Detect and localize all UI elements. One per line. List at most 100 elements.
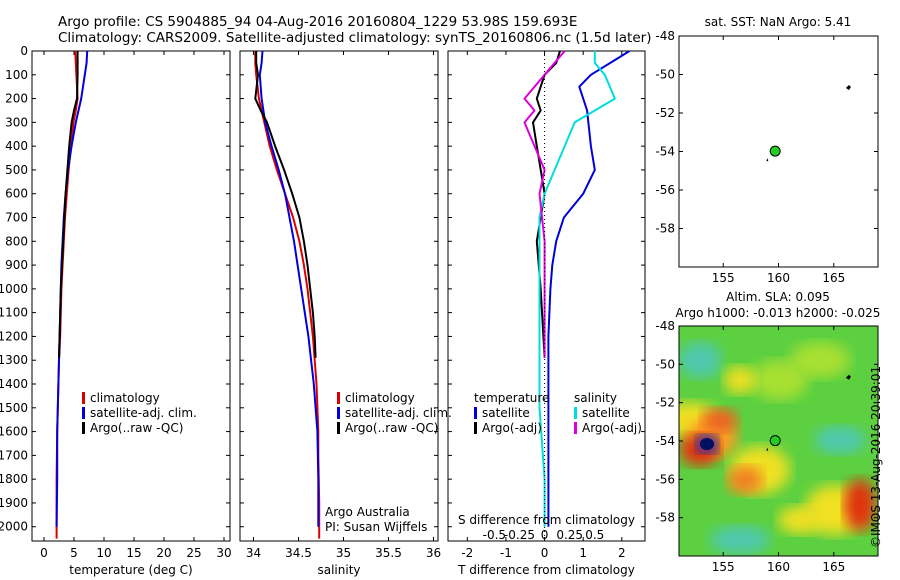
sdiff-legend-swatch	[574, 422, 577, 434]
depth-tick-label: 800	[5, 234, 28, 248]
salinity-xtick-label: 35.5	[375, 546, 402, 560]
tdiff-legend-label: satellite	[482, 406, 530, 420]
sla-blob	[724, 366, 756, 394]
salinity-legend-swatch	[337, 422, 340, 434]
salinity-series-line	[258, 51, 320, 527]
salinity-xtick-label: 34.5	[285, 546, 312, 560]
map_sst-ytick-label: -58	[655, 222, 675, 236]
salinity-frame	[239, 50, 439, 542]
difference-frame	[447, 50, 646, 542]
sla-blob	[710, 526, 770, 554]
map_sst-ytick-label: -50	[655, 68, 675, 82]
map_sla-xtick-label: 155	[712, 560, 735, 574]
temperature-xtick-label: 15	[126, 546, 141, 560]
sla-heatmap	[679, 326, 878, 556]
difference-xtick-label: 0	[541, 546, 549, 560]
depth-tick-label: 2000	[0, 520, 28, 534]
map_sst-xtick-label: 155	[712, 271, 735, 285]
map_sla-xtick-label: 160	[767, 560, 790, 574]
depth-tick-label: 1100	[0, 306, 28, 320]
depth-tick-label: 1300	[0, 353, 28, 367]
temperature-frame	[31, 50, 231, 542]
island-shape	[845, 374, 851, 380]
island-shape	[766, 447, 769, 451]
map_sst-ytick-label: -52	[655, 106, 675, 120]
depth-tick-label: 1700	[0, 448, 28, 462]
temperature-legend-label: satellite-adj. clim.	[90, 406, 197, 420]
temperature-xlabel: temperature (deg C)	[69, 563, 192, 577]
sla-blob	[679, 342, 722, 378]
salinity-xtick-label: 34	[246, 546, 261, 560]
tdiff-legend-swatch	[474, 407, 477, 419]
map_sst-xtick-label: 160	[767, 271, 790, 285]
depth-tick-label: 500	[5, 163, 28, 177]
depth-tick-label: 1000	[0, 282, 28, 296]
depth-tick-label: 700	[5, 211, 28, 225]
map_sst-ytick-label: -48	[655, 29, 675, 43]
tdiff-legend-label: temperature	[474, 391, 549, 405]
temperature-legend-swatch	[82, 422, 85, 434]
sdiff-tick-label: 0.25	[556, 528, 583, 542]
map_sst-ytick-label: -56	[655, 183, 675, 197]
depth-tick-label: 1400	[0, 377, 28, 391]
pi-name-label: PI: Susan Wijffels	[325, 520, 427, 534]
sla-blob	[778, 506, 822, 534]
sdiff-legend-swatch	[574, 407, 577, 419]
difference-xtick-label: 2	[618, 546, 626, 560]
difference-xtick-label: -2	[461, 546, 473, 560]
depth-tick-label: 400	[5, 139, 28, 153]
difference-series-group	[523, 51, 631, 527]
temperature-xtick-label: 20	[156, 546, 171, 560]
difference-xlabel: T difference from climatology	[457, 563, 635, 577]
argo-float-marker	[769, 145, 781, 157]
sdiff-tick-label: -0.25	[504, 528, 535, 542]
sla-blob	[702, 408, 738, 432]
temperature-xtick-label: 0	[40, 546, 48, 560]
depth-tick-label: 1600	[0, 425, 28, 439]
sdiff-legend-label: Argo(-adj)	[582, 421, 642, 435]
sla-map-subtitle: Argo h1000: -0.013 h2000: -0.025	[676, 306, 881, 320]
difference-series-line	[532, 51, 561, 358]
sdiff-tick-label: -0.5	[483, 528, 506, 542]
temperature-series-line	[58, 51, 79, 358]
depth-tick-label: 1500	[0, 401, 28, 415]
salinity-series-group	[254, 51, 321, 539]
map_sla-ytick-label: -52	[655, 396, 675, 410]
salinity-series-line	[254, 51, 321, 539]
map_sst-ytick-label: -54	[655, 145, 675, 159]
sla-blob	[814, 426, 866, 454]
island-shape	[766, 158, 769, 162]
argo-australia-label: Argo Australia	[325, 505, 410, 519]
temperature-xtick-label: 10	[96, 546, 111, 560]
temperature-legend-swatch	[82, 407, 85, 419]
map_sla-ytick-label: -48	[655, 319, 675, 333]
sla-blob	[790, 342, 850, 378]
temperature-series-group	[55, 51, 89, 539]
climatology-title: Climatology: CARS2009. Satellite-adjuste…	[58, 30, 652, 46]
temperature-legend-label: climatology	[90, 391, 160, 405]
salinity-legend-label: climatology	[345, 391, 415, 405]
salinity-legend-label: Argo(..raw -QC)	[345, 421, 438, 435]
tdiff-legend-label: Argo(-adj)	[482, 421, 542, 435]
salinity-series-line	[254, 51, 317, 358]
imos-credit: ©IMOS 13-Aug-2016 20:39:01	[869, 365, 883, 548]
sdiff-tick-label: 0.5	[585, 528, 604, 542]
depth-tick-label: 0	[20, 44, 28, 58]
map_sla-ytick-label: -58	[655, 511, 675, 525]
map_sst-xtick-label: 165	[822, 271, 845, 285]
temperature-xtick-label: 30	[216, 546, 231, 560]
sdiff-legend-label: salinity	[574, 391, 617, 405]
island-shape	[845, 84, 851, 90]
depth-tick-label: 1800	[0, 472, 28, 486]
sla-low-core	[700, 438, 714, 450]
sdiff-axis-label: S difference from climatology	[458, 513, 635, 527]
temperature-xtick-label: 25	[186, 546, 201, 560]
difference-xtick-label: -1	[500, 546, 512, 560]
sla-map-title: Altim. SLA: 0.095	[726, 290, 830, 304]
depth-tick-label: 300	[5, 115, 28, 129]
sla-blob	[844, 479, 876, 531]
temperature-legend-label: Argo(..raw -QC)	[90, 421, 183, 435]
sdiff-tick-label: 0	[541, 528, 549, 542]
difference-series-line	[523, 51, 566, 358]
